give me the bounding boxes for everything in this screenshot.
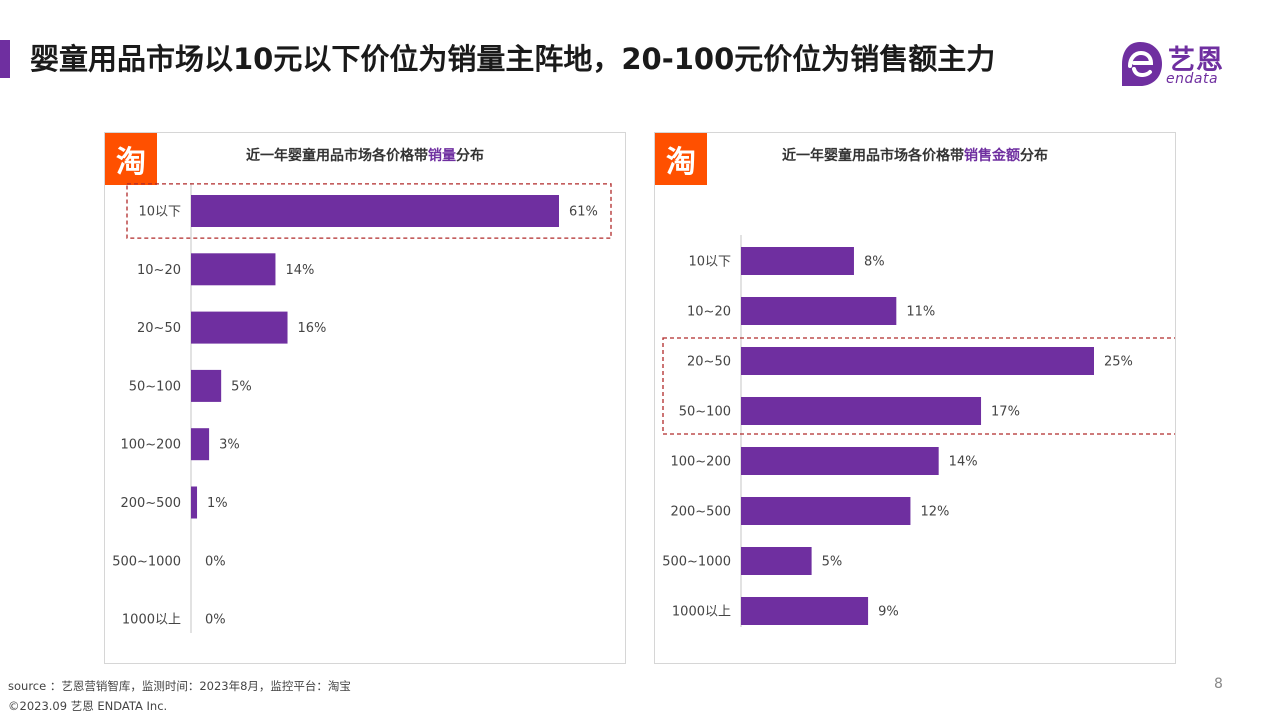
value-label: 3% [219, 438, 240, 453]
value-label: 8% [864, 255, 885, 270]
bar [741, 347, 1094, 375]
title-accent-bar [0, 40, 10, 78]
sales-amount-panel: 淘 近一年婴童用品市场各价格带销售金额分布 10以下 8% 10~20 11% 20~5… [654, 132, 1176, 664]
category-label: 50~100 [129, 379, 181, 394]
category-label: 50~100 [679, 405, 731, 420]
category-label: 1000以上 [122, 613, 181, 628]
source-note: source ：艺恩营销智库，监测时间：2023年8月，监控平台：淘宝 [8, 679, 351, 693]
highlight-box [662, 337, 1175, 435]
category-label: 1000以上 [672, 605, 731, 620]
page-number: 8 [1214, 676, 1223, 692]
category-label: 200~500 [120, 496, 181, 511]
value-label: 14% [285, 263, 314, 278]
value-label: 14% [949, 455, 978, 470]
endata-logo: 艺恩 endata [1114, 38, 1244, 90]
bar [191, 486, 198, 519]
category-label: 200~500 [670, 505, 731, 520]
bar [191, 253, 276, 286]
category-label: 500~1000 [662, 555, 731, 570]
bar [191, 195, 559, 227]
category-label: 100~200 [120, 438, 181, 453]
bar [741, 247, 854, 275]
endata-logo-icon [1122, 42, 1162, 86]
copyright-note: ©2023.09 艺恩 ENDATA Inc. [8, 699, 168, 713]
bar [191, 369, 222, 402]
category-label: 10以下 [688, 255, 731, 270]
value-label: 0% [205, 613, 226, 628]
category-label: 500~1000 [112, 554, 181, 569]
chart-title-volume: 近一年婴童用品市场各价格带销量分布 [246, 148, 484, 164]
page-title: 婴童用品市场以10元以下价位为销量主阵地，20-100元价位为销售额主力 [30, 42, 996, 76]
amount-bar-chart: 10以下 8% 10~20 11% 20~50 25% 50~100 17% 100~200 14… [662, 235, 1175, 627]
bar [191, 428, 210, 461]
category-label: 10~20 [687, 305, 731, 320]
bar [741, 447, 939, 475]
logo-en-text: endata [1166, 71, 1219, 87]
value-label: 1% [207, 496, 228, 511]
value-label: 16% [298, 321, 327, 336]
category-label: 10~20 [137, 263, 181, 278]
category-label: 10以下 [138, 205, 181, 220]
taobao-icon: 淘 [105, 133, 157, 185]
value-label: 5% [822, 555, 843, 570]
value-label: 25% [1104, 355, 1133, 370]
bar [741, 397, 982, 425]
bar [741, 547, 812, 575]
value-label: 61% [569, 205, 598, 220]
bar [741, 497, 911, 525]
bar [191, 311, 288, 344]
value-label: 5% [231, 379, 252, 394]
category-label: 20~50 [137, 321, 181, 336]
volume-bar-chart: 10以下 61% 10~20 14% 20~50 16% 50~100 5% 100~200 3%… [112, 183, 612, 633]
value-label: 9% [878, 605, 899, 620]
bar [741, 297, 897, 325]
logo-cn-text: 艺恩 [1168, 45, 1224, 76]
taobao-icon: 淘 [655, 133, 707, 185]
value-label: 12% [920, 505, 949, 520]
chart-title-amount: 近一年婴童用品市场各价格带销售金额分布 [782, 148, 1048, 164]
highlight-box [126, 183, 612, 239]
value-label: 0% [205, 554, 226, 569]
value-label: 17% [991, 405, 1020, 420]
category-label: 20~50 [687, 355, 731, 370]
category-label: 100~200 [670, 455, 731, 470]
value-label: 11% [906, 305, 935, 320]
bar [741, 597, 869, 625]
sales-volume-panel: 淘 近一年婴童用品市场各价格带销量分布 10以下 61% 10~20 14% 20~50… [104, 132, 626, 664]
